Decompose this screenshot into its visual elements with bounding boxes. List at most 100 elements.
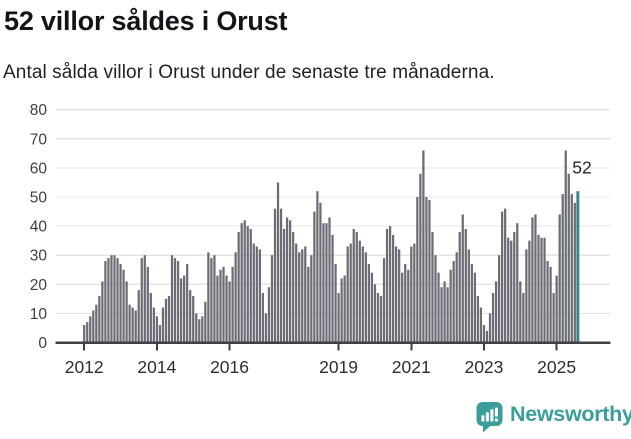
bar bbox=[192, 295, 195, 343]
bar bbox=[352, 229, 355, 343]
bar bbox=[310, 255, 313, 343]
bar bbox=[355, 231, 358, 343]
bar bbox=[270, 255, 274, 343]
bar bbox=[207, 252, 210, 343]
bar bbox=[388, 226, 392, 343]
bar bbox=[516, 223, 519, 343]
bar bbox=[497, 255, 501, 343]
bar bbox=[176, 261, 180, 343]
y-axis-label: 0 bbox=[38, 335, 47, 352]
x-axis-label: 2019 bbox=[319, 357, 358, 377]
bar bbox=[289, 220, 292, 343]
bar bbox=[86, 322, 89, 343]
bar bbox=[358, 240, 361, 343]
bar bbox=[152, 307, 155, 343]
bar bbox=[513, 231, 516, 343]
bar bbox=[225, 275, 228, 343]
bar bbox=[537, 234, 540, 343]
bar bbox=[173, 258, 177, 343]
bar bbox=[416, 197, 419, 343]
bar bbox=[204, 301, 207, 343]
bar bbox=[573, 202, 576, 343]
bar bbox=[482, 325, 486, 343]
highlighted-bar bbox=[576, 191, 580, 343]
y-axis-label: 20 bbox=[30, 277, 48, 294]
bar bbox=[183, 275, 186, 343]
bar bbox=[219, 269, 222, 343]
bar bbox=[331, 234, 334, 343]
bar bbox=[558, 214, 561, 343]
chart-title: 52 villor såldes i Orust bbox=[4, 6, 288, 36]
bar bbox=[179, 278, 183, 343]
bar bbox=[246, 226, 249, 343]
bar bbox=[243, 220, 246, 343]
bar bbox=[137, 290, 140, 343]
bar bbox=[361, 246, 364, 343]
bar bbox=[422, 150, 425, 343]
bar bbox=[231, 266, 234, 343]
bar bbox=[504, 208, 507, 343]
bar bbox=[437, 272, 440, 343]
bar bbox=[252, 243, 255, 343]
bar bbox=[391, 234, 395, 343]
bar bbox=[501, 211, 504, 343]
x-axis-label: 2021 bbox=[392, 357, 431, 377]
bar bbox=[407, 269, 410, 343]
bar bbox=[186, 263, 189, 343]
bar bbox=[285, 217, 289, 343]
bar bbox=[461, 214, 464, 343]
bar bbox=[119, 263, 122, 343]
bar bbox=[413, 243, 416, 343]
bar bbox=[552, 293, 555, 343]
bar bbox=[570, 194, 573, 343]
newsworthy-logo: Newsworthy bbox=[476, 401, 631, 434]
bar bbox=[410, 246, 413, 343]
bar bbox=[440, 287, 443, 343]
bar bbox=[116, 258, 119, 343]
bar bbox=[216, 275, 219, 343]
bar bbox=[104, 261, 107, 343]
bar bbox=[255, 246, 258, 343]
bar bbox=[131, 307, 134, 343]
bar bbox=[382, 258, 386, 343]
bar bbox=[467, 249, 470, 343]
bar bbox=[519, 281, 522, 343]
y-axis-label: 30 bbox=[30, 248, 48, 265]
bar bbox=[210, 258, 213, 343]
bar bbox=[122, 269, 125, 343]
bar bbox=[343, 275, 346, 343]
bar bbox=[564, 150, 567, 343]
bar bbox=[213, 255, 216, 343]
bar bbox=[89, 316, 92, 343]
bar bbox=[107, 258, 110, 343]
bar bbox=[83, 325, 86, 343]
bar bbox=[292, 231, 295, 343]
bar bbox=[161, 307, 165, 343]
bar bbox=[322, 223, 325, 343]
bar bbox=[546, 261, 549, 343]
bar bbox=[295, 243, 298, 343]
bar bbox=[428, 199, 431, 343]
bar bbox=[113, 255, 116, 343]
bar bbox=[146, 266, 149, 343]
bar bbox=[349, 243, 352, 343]
bar bbox=[125, 281, 128, 343]
bar bbox=[395, 246, 398, 343]
bar bbox=[494, 281, 498, 343]
bar bbox=[301, 249, 304, 343]
bar bbox=[189, 290, 192, 343]
bar bbox=[534, 214, 537, 343]
bar bbox=[319, 202, 322, 343]
bar bbox=[155, 316, 159, 343]
bar bbox=[522, 293, 525, 343]
bar bbox=[298, 252, 301, 343]
bar bbox=[510, 240, 513, 343]
bar bbox=[234, 252, 237, 343]
y-axis-label: 40 bbox=[30, 219, 48, 236]
x-axis-label: 2025 bbox=[537, 357, 576, 377]
bar bbox=[404, 263, 407, 343]
y-axis-label: 60 bbox=[30, 160, 48, 177]
bar bbox=[401, 272, 404, 343]
bar bbox=[95, 304, 98, 343]
